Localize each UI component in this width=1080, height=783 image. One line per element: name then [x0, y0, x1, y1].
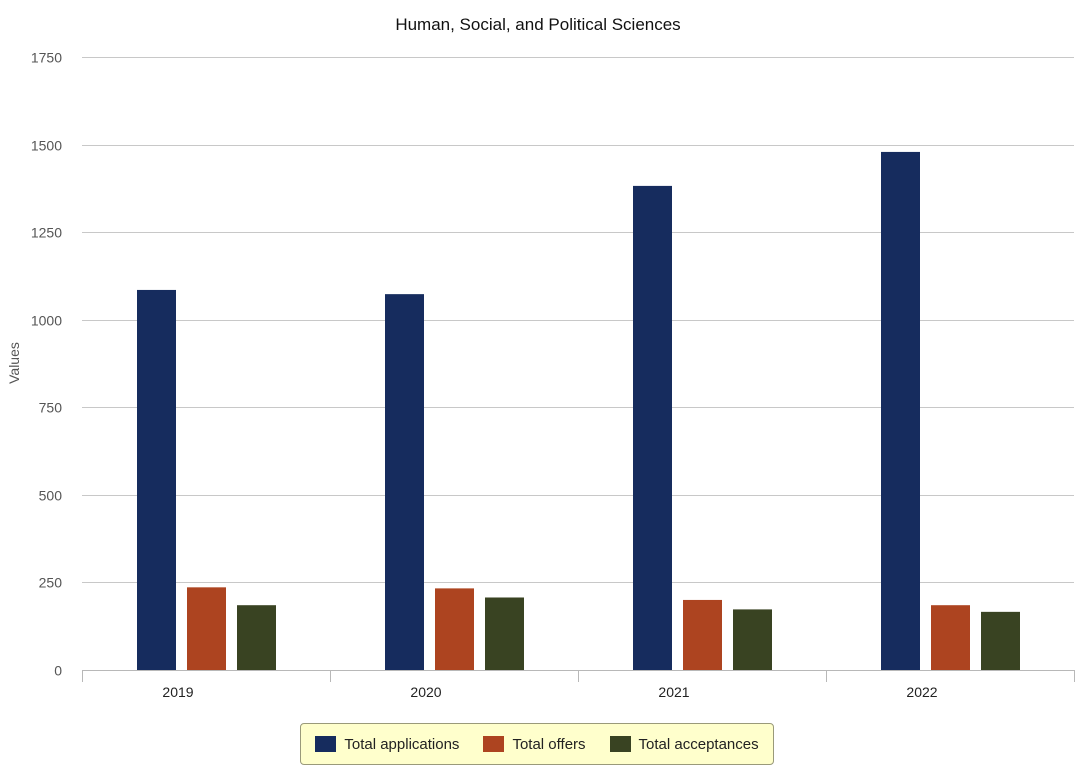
y-tick-labels: 0 250 500 750 1000 1250 1500 1750 [31, 50, 62, 679]
legend-swatch [315, 736, 337, 752]
y-tick-label: 750 [39, 400, 63, 416]
legend: Total applications Total offers Total acce… [300, 723, 774, 765]
chart-title: Human, Social, and Political Sciences [395, 15, 680, 34]
y-tick-label: 1500 [31, 138, 62, 154]
legend-swatch [483, 736, 505, 752]
x-tick-label: 2020 [410, 684, 441, 700]
legend-label: Total acceptances [638, 735, 759, 753]
y-tick-label: 500 [39, 488, 63, 504]
bar-total-applications-2022 [881, 151, 920, 670]
legend-item[interactable]: Total acceptances [609, 735, 759, 753]
x-axis [82, 670, 1075, 682]
bar-total-applications-2019 [137, 289, 176, 670]
bar-total-acceptances-2021 [733, 609, 772, 670]
bar-total-acceptances-2022 [981, 611, 1020, 670]
bar-total-acceptances-2020 [485, 597, 524, 670]
legend-item[interactable]: Total offers [483, 735, 586, 753]
x-tick-labels: 2019 2020 2021 2022 [162, 684, 937, 700]
bars [137, 151, 1020, 670]
bar-total-offers-2021 [683, 599, 722, 670]
legend-label: Total applications [344, 735, 460, 753]
legend-label: Total offers [512, 735, 586, 753]
bar-total-applications-2020 [385, 294, 424, 670]
bar-total-offers-2022 [931, 605, 970, 670]
legend-swatch [609, 736, 631, 752]
x-tick-label: 2021 [658, 684, 689, 700]
bar-total-acceptances-2019 [237, 605, 276, 670]
gridlines [82, 57, 1074, 583]
bar-total-offers-2020 [435, 588, 474, 670]
legend-item[interactable]: Total applications [315, 736, 459, 753]
y-axis-label: Values [6, 342, 22, 384]
y-tick-label: 0 [54, 663, 62, 679]
y-tick-label: 250 [39, 575, 63, 591]
x-tick-label: 2022 [906, 684, 937, 700]
y-tick-label: 1250 [31, 225, 62, 241]
y-tick-label: 1000 [31, 313, 62, 329]
x-tick-label: 2019 [162, 684, 193, 700]
bar-total-applications-2021 [633, 185, 672, 670]
bar-total-offers-2019 [187, 587, 226, 670]
y-tick-label: 1750 [31, 50, 62, 66]
